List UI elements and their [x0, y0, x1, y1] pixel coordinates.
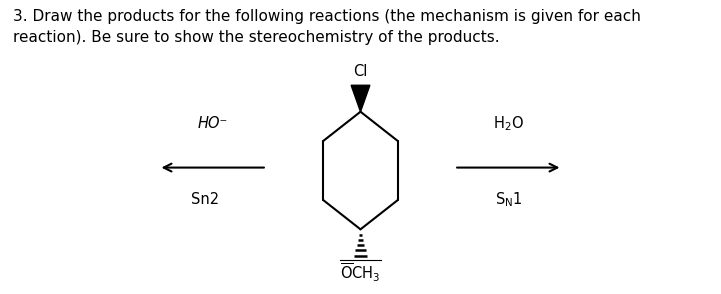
- Text: Sn2: Sn2: [191, 192, 220, 208]
- Text: H$_2$O: H$_2$O: [493, 114, 523, 133]
- Text: Cl: Cl: [353, 64, 368, 79]
- Polygon shape: [351, 85, 370, 112]
- Text: HO⁻: HO⁻: [198, 116, 228, 131]
- Text: S$_\mathrm{N}$1: S$_\mathrm{N}$1: [495, 191, 522, 209]
- Text: $\overline{\mathrm{O}}$CH$_3$: $\overline{\mathrm{O}}$CH$_3$: [340, 262, 381, 284]
- Text: 3. Draw the products for the following reactions (the mechanism is given for eac: 3. Draw the products for the following r…: [13, 9, 641, 45]
